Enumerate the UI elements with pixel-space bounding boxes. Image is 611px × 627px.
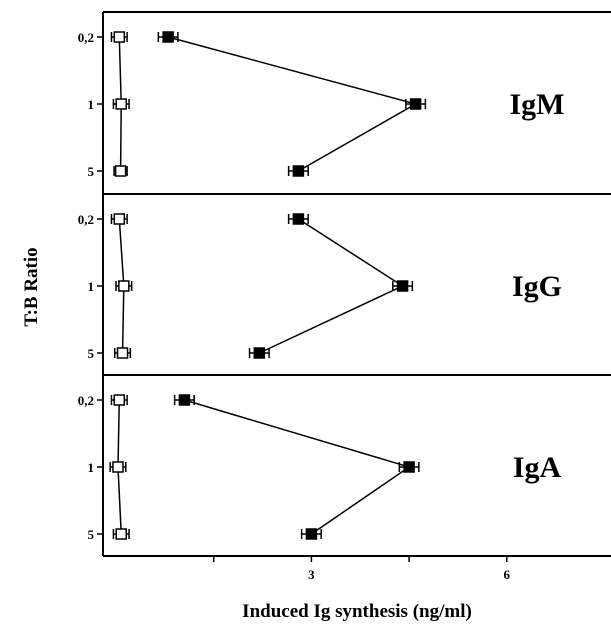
x-tick-label: 3	[308, 567, 315, 582]
y-tick-label: 0,2	[78, 393, 94, 408]
y-tick-label: 1	[88, 460, 95, 475]
y-tick-label: 5	[88, 164, 95, 179]
panel-label: IgG	[512, 270, 562, 303]
y-tick-label: 5	[88, 346, 95, 361]
data-point-open	[114, 165, 127, 177]
y-tick-label: 1	[88, 279, 95, 294]
data-point-open	[113, 31, 126, 43]
series-line-filled	[167, 36, 418, 172]
data-point-filled	[305, 528, 318, 540]
data-point-filled	[178, 394, 191, 406]
data-point-filled	[403, 461, 415, 473]
data-point-filled	[162, 31, 174, 43]
data-point-filled	[292, 213, 305, 225]
x-tick-label: 6	[504, 567, 511, 582]
panel-label: IgM	[510, 88, 565, 121]
y-tick-label: 0,2	[78, 30, 94, 45]
panel-igg: 0,2 1 5	[78, 212, 414, 361]
data-point-filled	[409, 98, 422, 110]
panel-igm: 0,2 1 5	[78, 30, 427, 179]
data-point-filled	[253, 347, 266, 359]
data-point-open	[113, 394, 126, 406]
y-axis-title: T:B Ratio	[21, 247, 42, 326]
data-point-open	[115, 528, 127, 540]
panel-iga: 0,2 1 5	[78, 393, 420, 542]
data-point-open	[112, 461, 124, 473]
series-line-filled	[258, 218, 405, 354]
data-point-filled	[292, 165, 305, 177]
y-tick-label: 5	[88, 527, 95, 542]
series-line-filled	[184, 399, 411, 535]
data-point-open	[113, 213, 126, 225]
y-tick-label: 1	[88, 97, 95, 112]
y-tick-label: 0,2	[78, 212, 94, 227]
data-point-open	[116, 347, 129, 359]
data-point-filled	[396, 280, 409, 292]
data-point-open	[118, 280, 130, 292]
data-point-open	[115, 98, 127, 110]
panel-label: IgA	[513, 451, 562, 484]
x-axis-title: Induced Ig synthesis (ng/ml)	[242, 601, 472, 622]
